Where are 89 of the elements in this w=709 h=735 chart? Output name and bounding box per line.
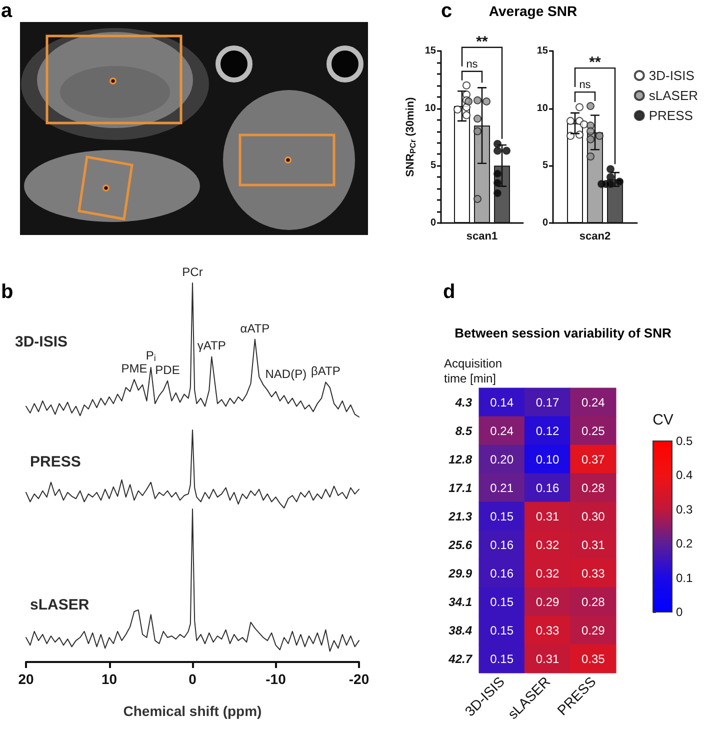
y-tick-label: 5 (542, 160, 548, 172)
color-bar-label: 0 (676, 605, 683, 619)
y-tick-label: 15 (424, 46, 436, 56)
x-tick-label: 0 (188, 671, 197, 687)
annotation: PDE (155, 362, 180, 377)
annotation: βATP (311, 364, 340, 378)
y-tick-label: 0 (542, 218, 548, 228)
color-bar-label: 0.3 (676, 502, 694, 516)
color-bar-label: 0.4 (676, 468, 694, 482)
text: a (1, 0, 13, 22)
data-label: 0.15 (490, 652, 514, 666)
data-label: 0.20 (490, 452, 514, 466)
annotation: ** (589, 54, 601, 72)
annotation: Pi (146, 348, 156, 363)
data-label: 0.31 (536, 652, 560, 666)
series-label: PRESS (30, 454, 81, 470)
data-label: 0.16 (490, 538, 514, 552)
data-label: 0.29 (581, 623, 606, 638)
y-tick-label: 15 (536, 46, 548, 56)
data-label: 0.30 (581, 509, 606, 524)
y-tick-label: 5 (430, 160, 436, 172)
y-axis-title: Acquisition time [min] (444, 356, 506, 386)
data-label: 0.32 (536, 538, 560, 552)
data-label: 0.37 (581, 452, 606, 466)
text: ** (476, 33, 488, 50)
data-label: 0.15 (490, 623, 514, 638)
x-tick-label: -10 (266, 671, 286, 687)
data-label: 0.29 (536, 594, 560, 609)
y-tick-label: 38.4 (448, 623, 472, 638)
data-label: 0.16 (536, 480, 560, 495)
color-bar-label: 0.5 (676, 434, 694, 448)
y-tick-label: 29.9 (448, 566, 472, 580)
x-tick-label: scan2 (579, 230, 611, 242)
legend-label: 3D-ISIS (648, 68, 695, 83)
data-label: 0.28 (581, 480, 606, 495)
series-label: sLASER (30, 596, 90, 614)
legend-label: PRESS (648, 108, 694, 123)
data-label: 0.25 (581, 424, 606, 438)
annotation: ns (579, 79, 592, 92)
annotation: PCr (182, 265, 203, 279)
data-label: 0.24 (490, 424, 514, 438)
annotation: αATP (240, 321, 270, 336)
data-label: 0.16 (490, 566, 514, 580)
annotation: NAD(P) (265, 366, 307, 381)
chart-title: Average SNR (488, 3, 578, 19)
data-label: 0.24 (581, 395, 606, 410)
x-tick-label: -20 (348, 671, 370, 687)
y-tick-label: 34.1 (448, 594, 472, 609)
data-label: 0.33 (581, 566, 606, 580)
x-tick-label: 20 (18, 671, 34, 687)
y-tick-label: 17.1 (448, 480, 472, 495)
text: 3D-ISIS (15, 334, 68, 350)
color-bar-label: 0.1 (676, 570, 694, 585)
data-label: 0.14 (490, 395, 514, 410)
y-axis-title: SNRPCr (30min) (404, 96, 418, 177)
data-label: 0.10 (536, 452, 560, 466)
data-label: 0.31 (536, 509, 560, 524)
y-tick-label: 25.6 (448, 538, 472, 552)
data-label: 0.32 (536, 566, 560, 580)
annotation: ns (466, 58, 478, 70)
y-tick-label: 12.8 (448, 452, 472, 466)
y-tick-label: 4.3 (454, 395, 472, 410)
y-tick-label: 8.5 (455, 424, 472, 438)
data-label: 0.33 (536, 623, 560, 638)
y-tick-label: 10 (424, 102, 436, 114)
chart-title: Between session variability of SNR (454, 326, 672, 340)
data-label: 0.12 (536, 424, 560, 438)
text: b (1, 281, 14, 303)
data-label: 0.21 (490, 480, 514, 495)
y-tick-label: 21.3 (448, 509, 472, 524)
y-tick-label: 42.7 (448, 652, 474, 666)
text: c (441, 0, 452, 22)
annotation: PME (121, 361, 148, 376)
data-label: 0.31 (581, 538, 606, 552)
data-label: 0.35 (581, 652, 606, 666)
data-label: 0.28 (581, 594, 606, 609)
data-label: 0.15 (490, 594, 514, 609)
x-tick-label: scan1 (466, 230, 498, 242)
y-tick-label: 0 (430, 218, 436, 228)
data-label: 0.17 (536, 395, 560, 410)
y-tick-label: 10 (536, 102, 548, 114)
annotation: γATP (197, 338, 226, 353)
color-bar-title: CV (652, 412, 674, 428)
color-bar-label: 0.2 (676, 536, 694, 551)
x-axis-title: Chemical shift (ppm) (123, 703, 262, 719)
data-label: 0.15 (490, 509, 514, 524)
text: d (443, 281, 456, 303)
legend-label: sLASER (648, 88, 698, 103)
x-tick-label: 10 (101, 671, 118, 687)
